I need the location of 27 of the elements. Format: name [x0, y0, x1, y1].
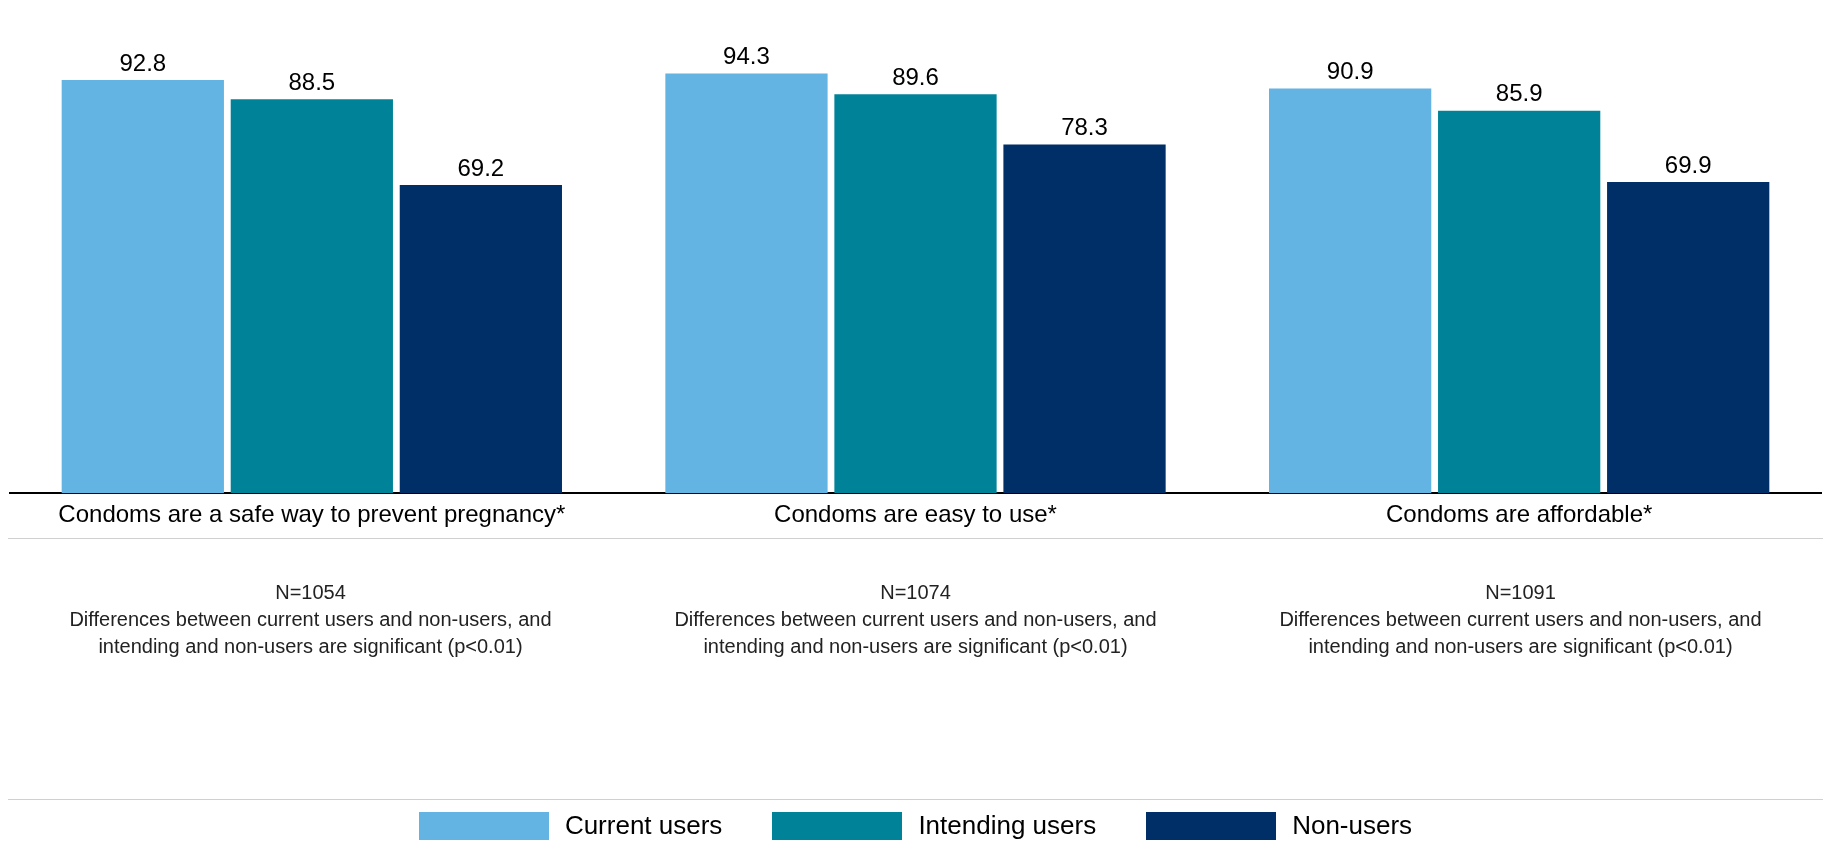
bar: [1269, 88, 1432, 494]
legend-label: Intending users: [918, 810, 1097, 841]
data-label: 90.9: [1326, 57, 1374, 85]
text: N=1091 Differences between current users and non-users, and intending and non-users are significant (p<0.01): [1278, 580, 1763, 659]
data-label: 69.9: [1664, 150, 1712, 178]
text: N=1054 Differences between current users and non-users, and intending and non-users are significant (p<0.01): [68, 580, 553, 659]
x-tick-label: Condoms are affordable*: [1385, 500, 1653, 528]
bar: [665, 73, 828, 494]
data-label: 94.3: [723, 42, 770, 69]
legend-label: Current users: [564, 810, 723, 841]
bar: [834, 94, 997, 494]
bar: [230, 99, 393, 494]
data-label: 69.2: [457, 153, 505, 181]
bar: [1438, 110, 1601, 494]
legend-label: Non-users: [1292, 810, 1413, 841]
data-label: 92.8: [119, 48, 167, 76]
x-tick-label: Condoms are a safe way to prevent pregnancy*: [58, 500, 566, 528]
data-label: 88.5: [288, 67, 336, 95]
text: N=1074 Differences between current users and non-users, and intending and non-users are significant (p<0.01): [673, 580, 1158, 659]
bar: [1607, 182, 1770, 494]
bar: [61, 80, 224, 494]
data-label: 78.3: [1061, 113, 1108, 141]
bar: [1003, 144, 1166, 494]
x-tick-label: Condoms are easy to use*: [774, 500, 1057, 528]
data-label: 89.6: [892, 62, 939, 90]
bar: [399, 185, 562, 494]
data-label: 85.9: [1495, 79, 1543, 107]
